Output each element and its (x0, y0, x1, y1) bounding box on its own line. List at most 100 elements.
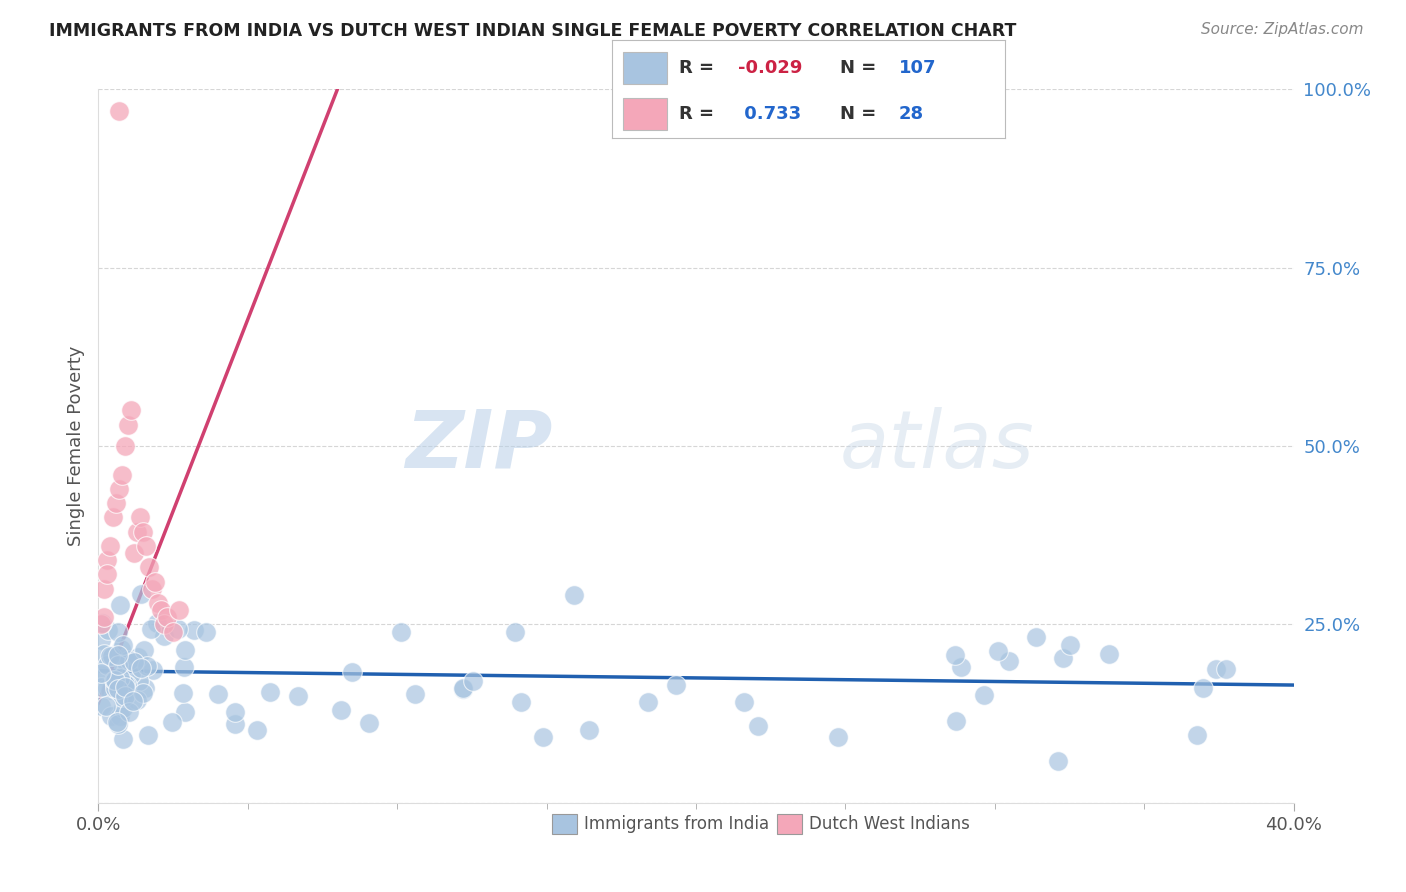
Text: atlas: atlas (839, 407, 1035, 485)
Point (135, 539, 157, 553)
Point (733, 695, 755, 709)
Point (509, 695, 531, 709)
Point (96, 567, 118, 582)
Point (108, 675, 131, 690)
Point (129, 510, 152, 524)
Point (246, 723, 269, 737)
Point (93, 610, 115, 624)
Point (827, 731, 849, 745)
FancyBboxPatch shape (623, 52, 666, 85)
Point (98, 682, 121, 697)
Point (142, 663, 165, 677)
Point (153, 617, 176, 632)
Point (139, 622, 162, 636)
Point (132, 685, 155, 699)
Point (404, 687, 426, 701)
Point (97, 623, 120, 637)
Point (103, 510, 125, 524)
Point (287, 689, 309, 703)
Point (141, 582, 163, 596)
Point (146, 616, 169, 631)
Point (453, 681, 475, 695)
Point (128, 674, 150, 689)
Point (115, 678, 138, 692)
Point (96, 681, 118, 695)
Point (115, 655, 138, 669)
Point (945, 714, 967, 728)
Point (463, 674, 485, 689)
Point (1047, 755, 1070, 769)
FancyBboxPatch shape (623, 98, 666, 130)
Point (156, 610, 179, 624)
Point (96, 553, 118, 567)
Point (111, 700, 134, 714)
Point (124, 546, 146, 560)
Point (127, 649, 149, 664)
Point (93, 648, 115, 662)
Point (114, 677, 136, 691)
Text: 107: 107 (898, 59, 936, 77)
Point (183, 623, 205, 637)
Point (135, 659, 157, 673)
Point (224, 706, 246, 720)
Point (1059, 638, 1081, 652)
Point (118, 705, 141, 719)
Point (112, 732, 135, 747)
Point (104, 677, 127, 691)
Point (194, 624, 217, 639)
Point (950, 659, 973, 673)
Point (125, 692, 148, 706)
Point (391, 625, 413, 640)
Point (152, 629, 174, 643)
Point (172, 686, 194, 700)
Point (578, 723, 600, 738)
Point (173, 660, 195, 674)
Point (1185, 728, 1208, 742)
Point (93, 582, 115, 596)
Point (90, 699, 112, 714)
Point (637, 695, 659, 709)
Point (107, 658, 129, 673)
Text: IMMIGRANTS FROM INDIA VS DUTCH WEST INDIAN SINGLE FEMALE POVERTY CORRELATION CHA: IMMIGRANTS FROM INDIA VS DUTCH WEST INDI… (49, 22, 1017, 40)
Point (94, 698, 117, 713)
Point (104, 683, 127, 698)
Text: N =: N = (839, 104, 876, 123)
Point (105, 496, 128, 510)
Point (143, 574, 166, 589)
Text: 28: 28 (898, 104, 924, 123)
Point (98, 649, 121, 664)
Point (340, 665, 363, 679)
Point (96, 657, 118, 672)
Point (562, 589, 585, 603)
Point (359, 716, 381, 731)
Point (453, 681, 475, 696)
Point (207, 687, 229, 701)
Point (665, 677, 688, 691)
Point (100, 709, 122, 723)
Point (150, 603, 173, 617)
Point (1098, 647, 1121, 661)
Point (134, 681, 156, 695)
Point (103, 673, 125, 688)
Point (114, 690, 136, 704)
Point (107, 625, 129, 640)
Point (114, 680, 136, 694)
Point (173, 642, 195, 657)
Point (104, 673, 127, 687)
Point (503, 624, 526, 639)
Point (108, 708, 131, 723)
Point (1205, 662, 1227, 676)
Point (121, 694, 143, 708)
Point (90, 615, 112, 630)
Point (107, 717, 129, 731)
Point (112, 638, 135, 652)
Point (90, 665, 112, 680)
Text: ZIP: ZIP (405, 407, 553, 485)
Point (90, 617, 112, 632)
Point (112, 673, 135, 688)
Point (173, 705, 195, 719)
Point (136, 728, 159, 742)
Point (98, 539, 122, 553)
Text: R =: R = (679, 104, 713, 123)
Point (110, 642, 132, 657)
